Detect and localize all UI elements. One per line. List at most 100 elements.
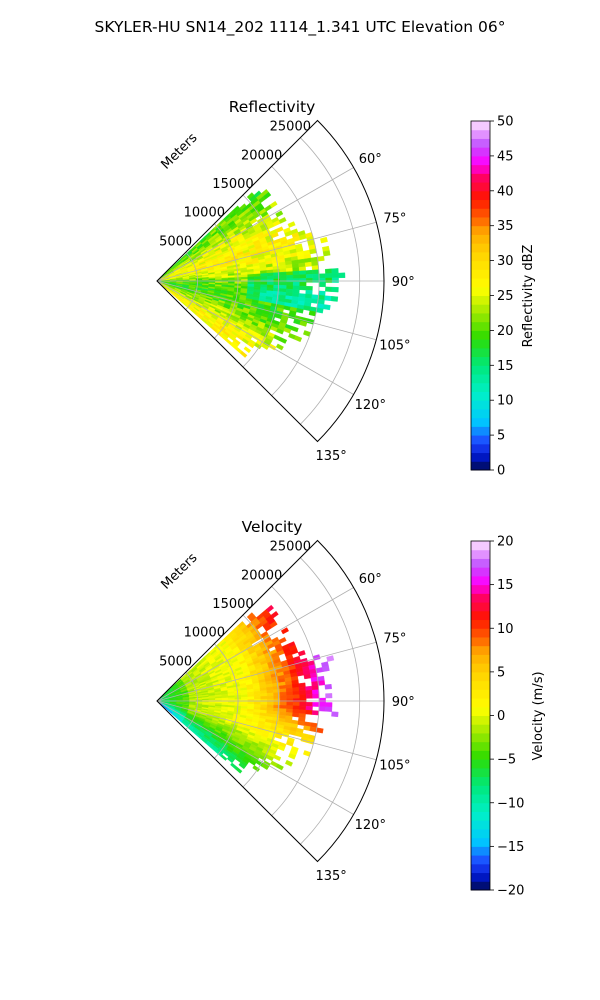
field-cell — [312, 693, 320, 699]
field-cell — [297, 650, 306, 657]
colorbar-step — [471, 339, 490, 349]
field-cell — [286, 701, 294, 706]
field-cell — [299, 690, 307, 695]
field-cell — [247, 276, 255, 280]
colorbar-step — [471, 199, 490, 209]
colorbar-tick-label: 10 — [497, 394, 514, 409]
colorbar-step — [471, 312, 490, 323]
colorbar-tick-label: 35 — [497, 219, 514, 234]
field-cell — [253, 696, 261, 700]
field-cell — [331, 711, 339, 718]
field-cell — [228, 277, 236, 280]
colorbar-step — [471, 251, 490, 262]
radial-tick-label: 10000 — [184, 206, 225, 221]
colorbar-step — [471, 567, 490, 577]
colorbar-step — [471, 767, 490, 778]
field-cell — [305, 705, 313, 711]
field-cell — [280, 698, 287, 703]
field-cell — [266, 281, 274, 286]
field-cell — [330, 296, 339, 302]
colorbar-step — [471, 741, 490, 751]
field-cell — [247, 696, 255, 700]
colorbar-step — [471, 855, 490, 865]
field-cell — [324, 295, 332, 302]
field-cell — [253, 273, 261, 277]
colorbar-step — [471, 706, 490, 716]
azimuth-tick-label: 90° — [392, 275, 415, 290]
field-cell — [279, 691, 287, 696]
colorbar-tick-label: 15 — [497, 359, 514, 374]
field-cell — [286, 698, 294, 703]
field-cell — [294, 335, 303, 343]
reflectivity-ticks: 60° 75° 90° 105° 120° 135° 5000 10000 15000 20000… — [159, 120, 415, 464]
field-cell — [221, 277, 229, 281]
field-cell — [310, 298, 319, 304]
colorbar-step — [471, 225, 490, 235]
colorbar-step — [471, 558, 490, 568]
colorbar-step — [471, 147, 490, 157]
colorbar-step — [471, 610, 490, 621]
field-cell — [325, 706, 333, 712]
colorbar-step — [471, 417, 490, 427]
field-cell — [280, 278, 287, 283]
field-cell — [254, 698, 261, 703]
field-cell — [311, 685, 319, 691]
field-cell — [322, 250, 331, 257]
field-cell — [260, 278, 268, 283]
field-cell — [318, 706, 326, 712]
field-cell — [312, 689, 320, 695]
azimuth-gridline — [156, 641, 377, 702]
colorbar-step — [471, 541, 490, 551]
field-cell — [273, 278, 281, 283]
field-cell — [274, 733, 283, 740]
colorbar-step — [471, 846, 490, 856]
field-cell — [299, 270, 307, 275]
field-cell — [299, 282, 307, 287]
colorbar-step — [471, 365, 490, 375]
field-cell — [326, 655, 335, 662]
field-cell — [325, 286, 333, 292]
azimuth-tick-label: 135° — [315, 869, 346, 884]
colorbar-tick-label: 40 — [497, 184, 514, 199]
radial-tick-label: 25000 — [270, 540, 311, 555]
field-cell — [318, 702, 326, 708]
field-cell — [324, 683, 332, 690]
field-cell — [266, 604, 275, 613]
field-cell — [305, 709, 313, 715]
colorbar-step — [471, 619, 490, 629]
field-cell — [305, 274, 313, 279]
field-cell — [286, 278, 294, 283]
figure-title: SKYLER-HU SN14_202 1114_1.341 UTC Elevat… — [95, 18, 506, 37]
field-cell — [260, 698, 268, 703]
field-cell — [318, 282, 326, 288]
field-cell — [305, 685, 313, 691]
field-cell — [235, 766, 243, 774]
field-cell — [292, 701, 300, 707]
field-cell — [220, 754, 228, 761]
field-cell — [276, 328, 284, 335]
colorbar-step — [471, 794, 490, 804]
colorbar-step — [471, 173, 490, 183]
field-cell — [284, 759, 294, 767]
colorbar-step — [471, 269, 490, 279]
field-cell — [309, 726, 318, 733]
field-cell — [275, 210, 284, 218]
field-cell — [331, 277, 339, 283]
field-cell — [266, 701, 274, 706]
field-cell — [228, 697, 236, 700]
field-cell — [275, 226, 284, 233]
azimuth-tick-label: 105° — [379, 339, 410, 354]
field-cell — [311, 681, 319, 687]
field-cell — [273, 281, 281, 286]
field-cell — [299, 278, 307, 283]
colorbar-step — [471, 776, 490, 786]
colorbar-step — [471, 356, 490, 366]
field-cell — [266, 275, 274, 280]
field-cell — [299, 705, 307, 711]
field-cell — [253, 693, 261, 697]
field-cell — [296, 307, 304, 314]
velocity-radial-axis-label: Meters — [159, 550, 201, 592]
radial-tick-label: 5000 — [159, 234, 192, 249]
field-cell — [221, 697, 229, 701]
colorbar-step — [471, 732, 490, 743]
